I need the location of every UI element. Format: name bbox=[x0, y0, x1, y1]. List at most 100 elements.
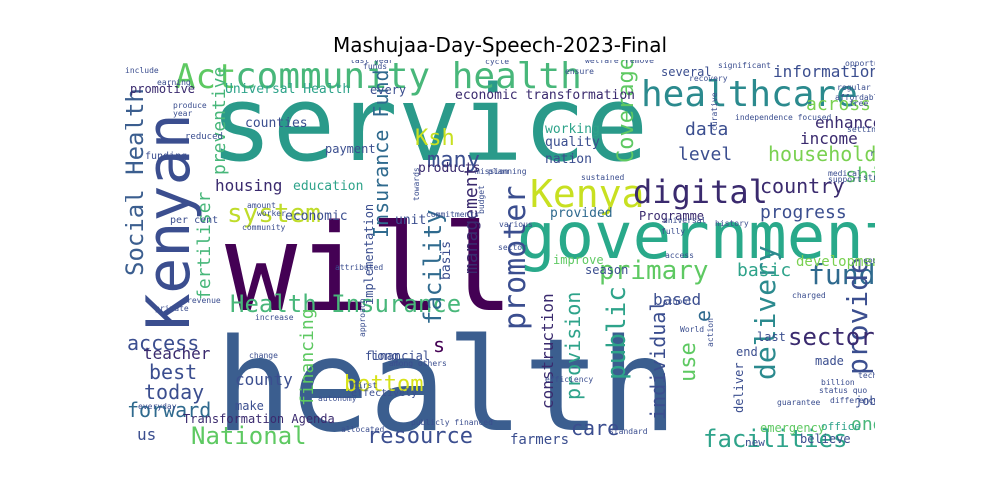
cloud-word: digital bbox=[633, 173, 768, 211]
cloud-word: private bbox=[155, 304, 189, 313]
cloud-word: fund bbox=[808, 258, 875, 291]
cloud-word: include bbox=[125, 66, 159, 75]
cloud-word: development bbox=[796, 254, 875, 270]
cloud-word: housing bbox=[215, 176, 282, 195]
cloud-word: attributed bbox=[335, 263, 383, 272]
cloud-word: several bbox=[661, 65, 712, 79]
cloud-word: sector bbox=[498, 243, 527, 252]
cloud-word: jobs bbox=[855, 394, 875, 408]
cloud-word: delivery bbox=[749, 245, 782, 380]
cloud-word: country bbox=[863, 256, 875, 265]
cloud-word: allocated bbox=[341, 425, 385, 434]
cloud-word: deliver bbox=[732, 362, 746, 413]
cloud-word: teacher bbox=[143, 344, 211, 363]
cloud-word: service bbox=[210, 63, 648, 185]
cloud-word: history bbox=[715, 219, 749, 228]
cloud-word: worker bbox=[257, 209, 286, 218]
cloud-word: information bbox=[773, 62, 875, 81]
cloud-word: mission bbox=[475, 167, 509, 176]
cloud-word: community health bbox=[235, 60, 582, 97]
cloud-word: new bbox=[745, 436, 765, 449]
cloud-word: support bbox=[828, 175, 862, 184]
cloud-word: independence focused bbox=[735, 113, 832, 122]
cloud-word: remove bbox=[625, 60, 654, 65]
cloud-word: economic bbox=[285, 209, 348, 224]
cloud-word: financing bbox=[297, 308, 318, 406]
cloud-word: publicly financed bbox=[411, 418, 493, 427]
cloud-word: s bbox=[433, 333, 445, 357]
cloud-word: financial bbox=[365, 349, 430, 363]
cloud-word: Kenyan bbox=[134, 113, 204, 330]
cloud-word: access bbox=[127, 331, 199, 355]
cloud-word: forward bbox=[127, 398, 211, 422]
cloud-word: provision bbox=[561, 292, 585, 400]
cloud-word: opportunity bbox=[845, 60, 875, 68]
cloud-word: cycle bbox=[485, 60, 509, 66]
cloud-word: autonomy bbox=[318, 394, 357, 403]
cloud-word: products bbox=[418, 161, 481, 176]
cloud-word: regular bbox=[837, 83, 871, 92]
cloud-word: Insurance Fund bbox=[369, 69, 393, 238]
cloud-word: first bbox=[353, 381, 377, 390]
cloud-word: based bbox=[653, 290, 701, 309]
cloud-word: public bbox=[602, 286, 632, 380]
cloud-word: e bbox=[691, 310, 715, 322]
cloud-word: Coverage bbox=[614, 60, 639, 163]
cloud-word: shift bbox=[845, 163, 875, 187]
cloud-word: resource bbox=[367, 424, 473, 449]
cloud-word: level bbox=[678, 144, 732, 165]
cloud-word: sector bbox=[788, 323, 875, 351]
cloud-word: bottom bbox=[344, 372, 423, 397]
cloud-word: National bbox=[191, 422, 307, 450]
cloud-word: last year bbox=[350, 60, 394, 65]
cloud-word: data bbox=[685, 119, 728, 140]
figure-title: Mashujaa-Day-Speech-2023-Final bbox=[332, 33, 668, 57]
cloud-word: Kenya bbox=[530, 172, 644, 216]
cloud-word: made bbox=[815, 354, 844, 368]
cloud-word: Health Insurance bbox=[230, 290, 461, 318]
cloud-word: World bbox=[680, 325, 704, 334]
cloud-word: us bbox=[137, 425, 156, 444]
cloud-word: community bbox=[242, 223, 286, 232]
cloud-word: quality bbox=[545, 135, 600, 150]
cloud-word: fully bbox=[661, 227, 685, 236]
cloud-word: many bbox=[427, 148, 480, 173]
cloud-word: effectively bbox=[351, 388, 417, 399]
cloud-word: Ksh bbox=[415, 126, 455, 151]
cloud-word: Act bbox=[175, 60, 236, 97]
cloud-word: make bbox=[235, 399, 264, 413]
cloud-word: preventive bbox=[209, 67, 230, 175]
cloud-word: difference bbox=[830, 396, 875, 405]
cloud-word: reduced bbox=[185, 132, 223, 142]
cloud-word: best bbox=[149, 360, 197, 384]
cloud-word: progress bbox=[760, 202, 847, 223]
cloud-word: healthcare bbox=[641, 74, 858, 115]
cloud-word: medical bbox=[828, 169, 862, 178]
cloud-word: change bbox=[249, 351, 278, 360]
cloud-word: funding bbox=[145, 151, 187, 162]
cloud-word: everyday bbox=[138, 402, 177, 411]
cloud-word: strategic bbox=[863, 173, 875, 182]
cloud-word: school bbox=[663, 297, 692, 306]
cloud-word: enhance bbox=[815, 113, 875, 132]
cloud-word: will bbox=[225, 200, 514, 339]
cloud-word: one bbox=[851, 414, 875, 435]
cloud-word: universal bbox=[663, 216, 707, 225]
cloud-word: access bbox=[665, 251, 694, 260]
cloud-word: approach bbox=[358, 298, 367, 337]
cloud-word: education bbox=[293, 179, 363, 194]
cloud-word: revenue bbox=[187, 296, 221, 305]
cloud-word: affordable bbox=[835, 93, 875, 102]
cloud-word: produce bbox=[173, 101, 207, 110]
cloud-word: status quo bbox=[819, 386, 867, 395]
cloud-word: system bbox=[227, 199, 321, 229]
cloud-word: year bbox=[173, 109, 192, 118]
cloud-word: facility bbox=[419, 209, 447, 325]
cloud-word: amount bbox=[247, 201, 276, 210]
cloud-word: Programme bbox=[639, 209, 704, 223]
cloud-word: funds bbox=[363, 62, 387, 71]
cloud-word: county bbox=[235, 370, 293, 389]
cloud-word: Universal Health bbox=[225, 82, 350, 97]
cloud-word: towards bbox=[412, 167, 421, 201]
cloud-word: charged bbox=[792, 291, 826, 300]
